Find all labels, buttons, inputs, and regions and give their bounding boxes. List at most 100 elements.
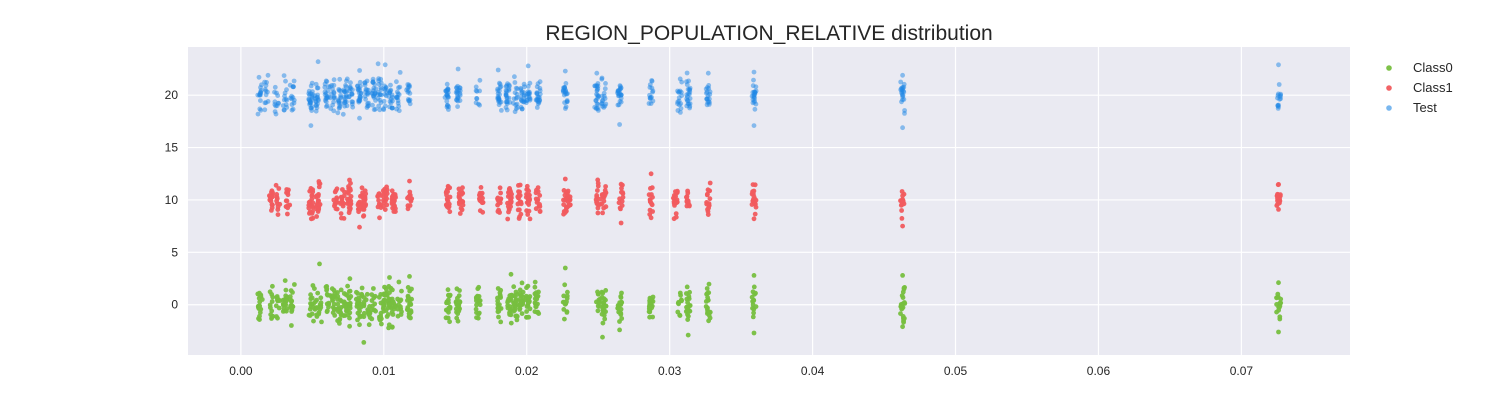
data-point xyxy=(289,102,295,107)
data-point xyxy=(562,176,568,182)
data-points xyxy=(255,59,1284,345)
data-point xyxy=(751,310,756,316)
data-point xyxy=(346,184,351,189)
data-point xyxy=(445,308,451,313)
data-point xyxy=(671,199,677,205)
data-point xyxy=(514,314,520,319)
data-point xyxy=(900,193,905,199)
data-point xyxy=(443,315,449,321)
data-point xyxy=(259,297,265,302)
data-point xyxy=(751,330,757,336)
data-point xyxy=(900,197,905,202)
data-point xyxy=(375,96,381,101)
data-point xyxy=(517,214,522,220)
data-point xyxy=(371,107,377,113)
data-point xyxy=(409,296,414,302)
data-point xyxy=(706,281,712,287)
data-point xyxy=(647,199,653,205)
data-point xyxy=(275,93,281,98)
data-point xyxy=(407,274,412,279)
data-point xyxy=(620,194,626,200)
data-point xyxy=(443,190,449,196)
data-point xyxy=(684,70,690,76)
data-point xyxy=(444,81,450,87)
data-point xyxy=(750,83,756,89)
data-point xyxy=(291,78,297,84)
data-point xyxy=(284,97,290,103)
data-point xyxy=(319,319,324,325)
data-point xyxy=(277,201,283,207)
data-point xyxy=(373,86,379,92)
data-point xyxy=(265,72,271,78)
data-point xyxy=(355,83,360,89)
legend: Class0 Class1 Test xyxy=(1386,60,1453,115)
data-point xyxy=(282,301,288,307)
data-point xyxy=(564,309,570,314)
data-point xyxy=(331,287,337,293)
data-point xyxy=(387,275,392,280)
data-point xyxy=(323,78,329,84)
data-point xyxy=(364,78,370,84)
data-point xyxy=(365,90,371,96)
data-point xyxy=(378,313,384,319)
data-point xyxy=(498,319,504,325)
data-point xyxy=(704,192,710,198)
data-point xyxy=(343,84,349,90)
data-point xyxy=(259,82,264,88)
data-point xyxy=(750,305,755,311)
data-point xyxy=(512,109,518,115)
data-point xyxy=(328,106,334,111)
data-point xyxy=(357,115,362,121)
data-point xyxy=(508,320,514,326)
data-point xyxy=(349,99,355,104)
data-point xyxy=(647,302,653,307)
data-point xyxy=(267,289,273,295)
data-point xyxy=(599,75,605,81)
data-point xyxy=(497,210,502,215)
data-point xyxy=(524,183,530,189)
data-point xyxy=(507,186,512,191)
data-point xyxy=(503,105,509,110)
data-point xyxy=(447,194,453,200)
data-point xyxy=(752,201,758,207)
data-point xyxy=(511,284,517,290)
data-point xyxy=(262,107,268,113)
data-point xyxy=(315,59,321,65)
data-point xyxy=(313,299,318,305)
data-point xyxy=(527,80,533,86)
data-point xyxy=(707,96,712,102)
data-point xyxy=(602,86,608,92)
data-point xyxy=(274,198,279,204)
data-point xyxy=(376,294,382,300)
data-point xyxy=(316,98,321,103)
data-point xyxy=(600,210,605,216)
data-point xyxy=(752,106,758,112)
data-point xyxy=(685,198,691,204)
data-point xyxy=(496,314,501,320)
data-point xyxy=(564,293,570,299)
data-point xyxy=(533,206,539,212)
data-point xyxy=(397,84,403,90)
data-point xyxy=(445,102,450,108)
data-point xyxy=(361,203,367,209)
data-point xyxy=(457,196,463,202)
data-point xyxy=(497,88,502,94)
data-point xyxy=(537,208,543,214)
data-point xyxy=(394,79,399,85)
data-point xyxy=(391,192,396,197)
data-point xyxy=(389,188,395,194)
data-point xyxy=(1276,82,1282,87)
data-point xyxy=(649,185,655,191)
data-point xyxy=(597,196,603,202)
data-point xyxy=(385,312,391,317)
data-point xyxy=(378,76,384,82)
y-tick-label: 20 xyxy=(165,88,179,102)
data-point xyxy=(595,210,601,216)
data-point xyxy=(750,314,756,320)
data-point xyxy=(257,313,262,319)
data-point xyxy=(288,297,293,302)
data-point xyxy=(346,210,352,216)
data-point xyxy=(347,276,353,282)
data-point xyxy=(387,90,393,96)
data-point xyxy=(561,293,567,299)
